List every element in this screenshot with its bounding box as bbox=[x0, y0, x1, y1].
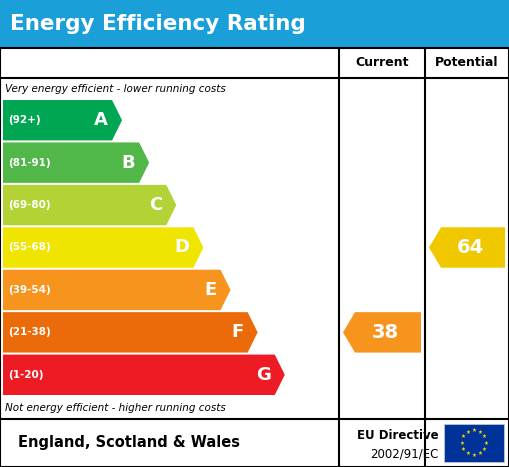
Text: 2002/91/EC: 2002/91/EC bbox=[371, 447, 439, 460]
Text: (55-68): (55-68) bbox=[8, 242, 51, 253]
Text: B: B bbox=[122, 154, 135, 172]
Text: ★: ★ bbox=[461, 446, 466, 452]
Text: (69-80): (69-80) bbox=[8, 200, 50, 210]
Text: ★: ★ bbox=[477, 430, 483, 435]
Text: Potential: Potential bbox=[435, 57, 499, 70]
Polygon shape bbox=[3, 227, 204, 268]
Text: ★: ★ bbox=[466, 430, 470, 435]
Text: ★: ★ bbox=[482, 446, 487, 452]
Text: A: A bbox=[94, 111, 108, 129]
Text: Current: Current bbox=[355, 57, 409, 70]
Text: ★: ★ bbox=[461, 434, 466, 439]
Text: (21-38): (21-38) bbox=[8, 327, 51, 337]
Text: F: F bbox=[232, 323, 244, 341]
Polygon shape bbox=[3, 354, 285, 395]
Text: ★: ★ bbox=[471, 428, 476, 433]
Bar bbox=[0, 0, 509, 48]
Text: Very energy efficient - lower running costs: Very energy efficient - lower running co… bbox=[5, 84, 226, 94]
Bar bbox=[444, 424, 504, 462]
Text: 38: 38 bbox=[372, 323, 399, 342]
Polygon shape bbox=[3, 142, 149, 183]
Text: (81-91): (81-91) bbox=[8, 158, 50, 168]
Text: G: G bbox=[256, 366, 271, 384]
Polygon shape bbox=[3, 100, 122, 141]
Text: England, Scotland & Wales: England, Scotland & Wales bbox=[18, 436, 240, 451]
Polygon shape bbox=[3, 312, 258, 353]
Text: Not energy efficient - higher running costs: Not energy efficient - higher running co… bbox=[5, 403, 226, 413]
Polygon shape bbox=[3, 185, 176, 225]
Text: (39-54): (39-54) bbox=[8, 285, 51, 295]
Polygon shape bbox=[343, 312, 421, 353]
Text: (92+): (92+) bbox=[8, 115, 41, 125]
Polygon shape bbox=[3, 270, 231, 310]
Text: 64: 64 bbox=[457, 238, 484, 257]
Text: D: D bbox=[175, 239, 189, 256]
Text: EU Directive: EU Directive bbox=[357, 429, 439, 442]
Text: ★: ★ bbox=[477, 451, 483, 456]
Text: ★: ★ bbox=[484, 440, 489, 446]
Text: ★: ★ bbox=[471, 453, 476, 458]
Text: ★: ★ bbox=[482, 434, 487, 439]
Text: E: E bbox=[204, 281, 216, 299]
Text: ★: ★ bbox=[466, 451, 470, 456]
Text: (1-20): (1-20) bbox=[8, 370, 43, 380]
Bar bbox=[0, 48, 509, 467]
Text: C: C bbox=[149, 196, 162, 214]
Text: Energy Efficiency Rating: Energy Efficiency Rating bbox=[10, 14, 306, 34]
Text: ★: ★ bbox=[460, 440, 464, 446]
Polygon shape bbox=[429, 227, 505, 268]
